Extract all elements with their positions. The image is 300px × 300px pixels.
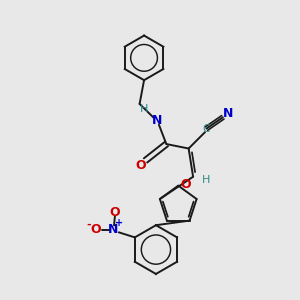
Text: O: O (90, 224, 101, 236)
Text: O: O (180, 178, 191, 191)
Text: O: O (136, 159, 146, 172)
Text: C: C (203, 124, 210, 134)
Text: H: H (201, 175, 210, 185)
Text: +: + (115, 218, 123, 228)
Text: N: N (223, 107, 233, 120)
Text: N: N (152, 114, 163, 127)
Text: O: O (110, 206, 120, 219)
Text: -: - (87, 220, 92, 230)
Text: H: H (140, 104, 148, 114)
Text: N: N (108, 224, 118, 236)
